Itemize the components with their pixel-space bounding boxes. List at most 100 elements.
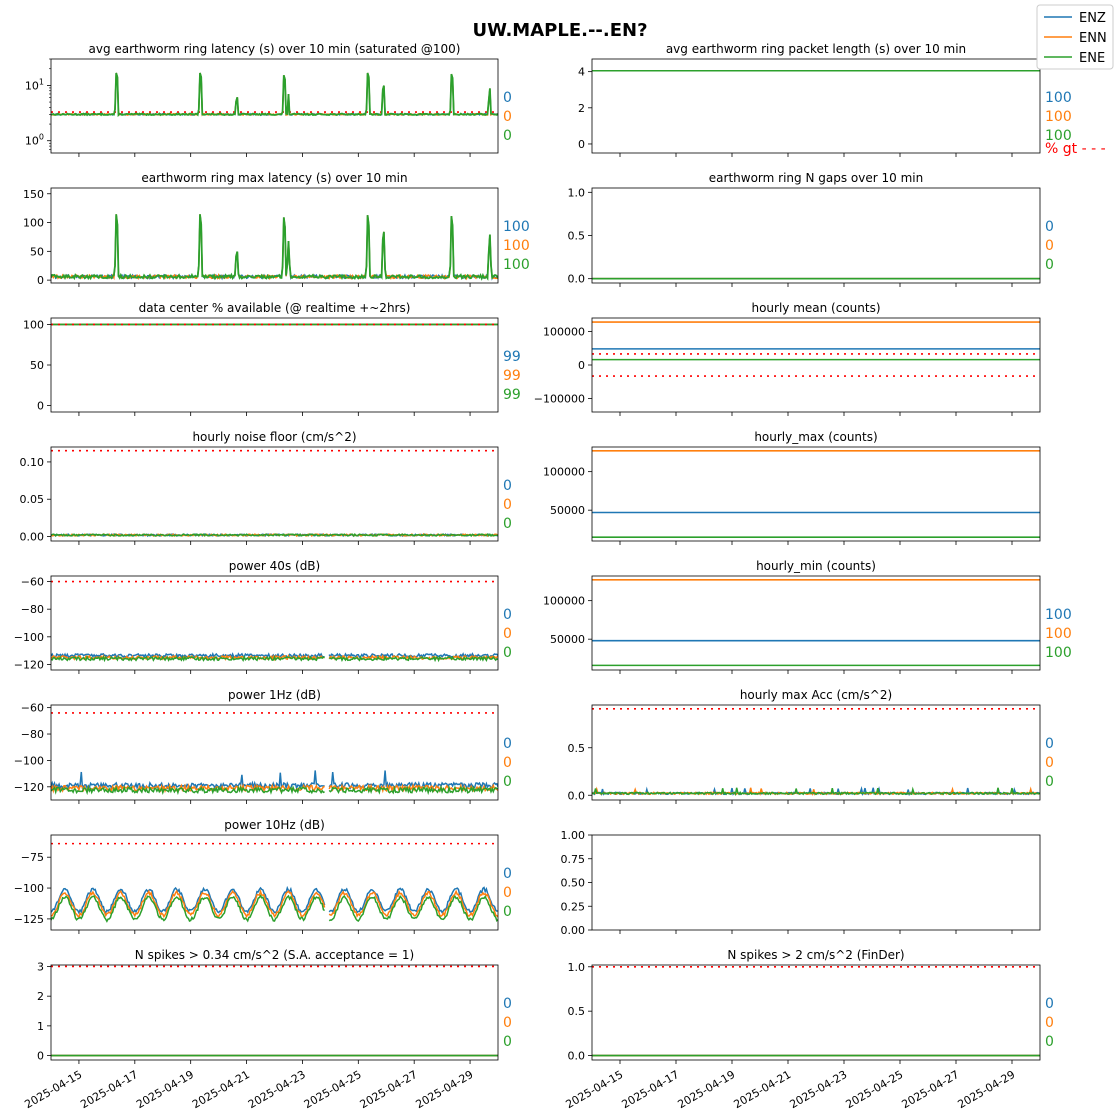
y-tick-label: 1.00: [561, 829, 586, 842]
x-tick-label: 2025-04-15: [22, 1068, 84, 1111]
side-label-ene: 100: [1045, 645, 1072, 661]
x-tick-label: 2025-04-17: [78, 1068, 140, 1111]
y-tick-label: 101: [25, 77, 44, 92]
panel-frame: [591, 704, 1041, 801]
panel-title: hourly mean (counts): [751, 301, 880, 315]
panel-frame: [50, 187, 499, 284]
y-tick-label: −120: [14, 781, 44, 794]
y-tick-label: 100: [25, 133, 44, 148]
side-label-ene: 0: [1045, 1034, 1054, 1050]
plot-area: [51, 449, 498, 538]
series-ene: [51, 894, 326, 923]
plot-area: [592, 707, 1040, 797]
y-tick-label: 0: [37, 274, 44, 287]
series-ene: [51, 784, 325, 796]
panel-title: avg earthworm ring packet length (s) ove…: [666, 42, 966, 56]
side-label-ene: 0: [503, 1034, 512, 1050]
series-enz: [328, 886, 498, 914]
plot-area: [51, 842, 498, 923]
y-tick-label: −60: [21, 576, 44, 589]
side-label-enn: 0: [503, 497, 512, 513]
y-tick-label: 0.0: [568, 1050, 586, 1063]
side-label-ene: 0: [503, 128, 512, 144]
x-tick-label: 2025-04-27: [358, 1068, 420, 1111]
y-tick-label: 1: [37, 1020, 44, 1033]
figure-title: UW.MAPLE.--.EN?: [472, 20, 647, 41]
y-tick-label: 0.75: [561, 853, 586, 866]
y-tick-base: 10: [25, 135, 39, 148]
y-tick-label: 0.25: [561, 900, 586, 913]
panel-title: hourly_min (counts): [756, 559, 876, 573]
y-tick-label: 0.0: [568, 273, 586, 286]
x-tick-label: 2025-04-17: [619, 1068, 681, 1111]
y-tick-label: −100: [14, 631, 44, 644]
side-label-enz: 100: [1045, 90, 1072, 106]
x-tick-label: 2025-04-29: [955, 1068, 1017, 1111]
y-tick-label: 1.0: [568, 961, 586, 974]
side-label-ene: 0: [503, 516, 512, 532]
panel-hmean: hourly mean (counts) −100000 0 100000: [534, 301, 1041, 416]
y-tick-label: 50: [30, 359, 44, 372]
panel-title: N spikes > 0.34 cm/s^2 (S.A. acceptance …: [135, 948, 414, 962]
plot-area: [51, 214, 498, 281]
panel-title: power 40s (dB): [229, 559, 320, 573]
panel-p1hz: power 1Hz (dB) −120 −100 −80 −60 0 0 0: [14, 688, 512, 804]
side-label-enn: 0: [503, 885, 512, 901]
x-tick-label: 2025-04-23: [787, 1068, 849, 1111]
side-label-ene: 0: [1045, 257, 1054, 273]
x-tick-label: 2025-04-25: [843, 1068, 905, 1111]
panel-title: hourly max Acc (cm/s^2): [740, 688, 892, 702]
y-tick-label: 4: [578, 66, 585, 79]
panel-frame: [591, 964, 1041, 1061]
panel-hmax: hourly_max (counts) 50000 100000: [543, 430, 1041, 545]
y-tick-label: 0.0: [568, 789, 586, 802]
series-enn: [51, 889, 326, 919]
plot-area: [592, 579, 1040, 667]
y-tick-label: 0: [578, 359, 585, 372]
side-label-enz: 0: [503, 996, 512, 1012]
panels: avg earthworm ring latency (s) over 10 m…: [14, 42, 1106, 1111]
y-tick-label: 0.5: [568, 230, 586, 243]
y-tick-label: −100: [14, 882, 44, 895]
panel-noise: hourly noise floor (cm/s^2) 0.00 0.05 0.10 0…: [20, 430, 512, 545]
plot-area: [51, 712, 498, 796]
side-label-enz: 0: [503, 607, 512, 623]
series-ene: [328, 784, 498, 796]
series-ene: [51, 72, 498, 118]
y-tick-label: −100: [14, 754, 44, 767]
side-label-ene: 99: [503, 387, 521, 403]
x-tick-label: 2025-04-15: [563, 1068, 625, 1111]
side-label-enn: 0: [503, 109, 512, 125]
side-label-enn: 0: [503, 1015, 512, 1031]
side-label-ene: 100: [1045, 128, 1072, 144]
y-tick-label: 2: [578, 102, 585, 115]
y-tick-label: −120: [14, 658, 44, 671]
y-tick-label: 3: [37, 960, 44, 973]
side-label-ene: 0: [503, 774, 512, 790]
legend-label-ene: ENE: [1079, 51, 1105, 66]
panel-p10hz: power 10Hz (dB) −125 −100 −75 0 0 0: [14, 818, 512, 934]
y-tick-label: −100000: [534, 393, 585, 406]
side-label-ene: 0: [1045, 774, 1054, 790]
side-label-ene: 0: [503, 645, 512, 661]
y-tick-label: 150: [23, 188, 44, 201]
panel-latency: avg earthworm ring latency (s) over 10 m…: [25, 42, 512, 157]
side-label-enn: 100: [1045, 109, 1072, 125]
legend-label-enz: ENZ: [1079, 11, 1106, 26]
y-tick-label: 100000: [543, 466, 585, 479]
side-label-enn: 99: [503, 368, 521, 384]
y-tick-label: −75: [21, 851, 44, 864]
plot-area: [592, 321, 1040, 377]
y-tick-label: 1.0: [568, 186, 586, 199]
panel-frame: [50, 704, 499, 801]
panel-frame: [591, 446, 1041, 542]
y-tick-label: 50000: [550, 504, 585, 517]
panel-frame: [591, 58, 1041, 154]
y-tick-label: 100: [23, 318, 44, 331]
y-tick-label: 50: [30, 245, 44, 258]
series-ene: [328, 894, 498, 922]
panel-spikes2: N spikes > 2 cm/s^2 (FinDer) 0.0 0.5 1.0 0 0 0…: [563, 948, 1053, 1111]
series-ene: [51, 654, 325, 663]
side-label-enn: 0: [1045, 1015, 1054, 1031]
